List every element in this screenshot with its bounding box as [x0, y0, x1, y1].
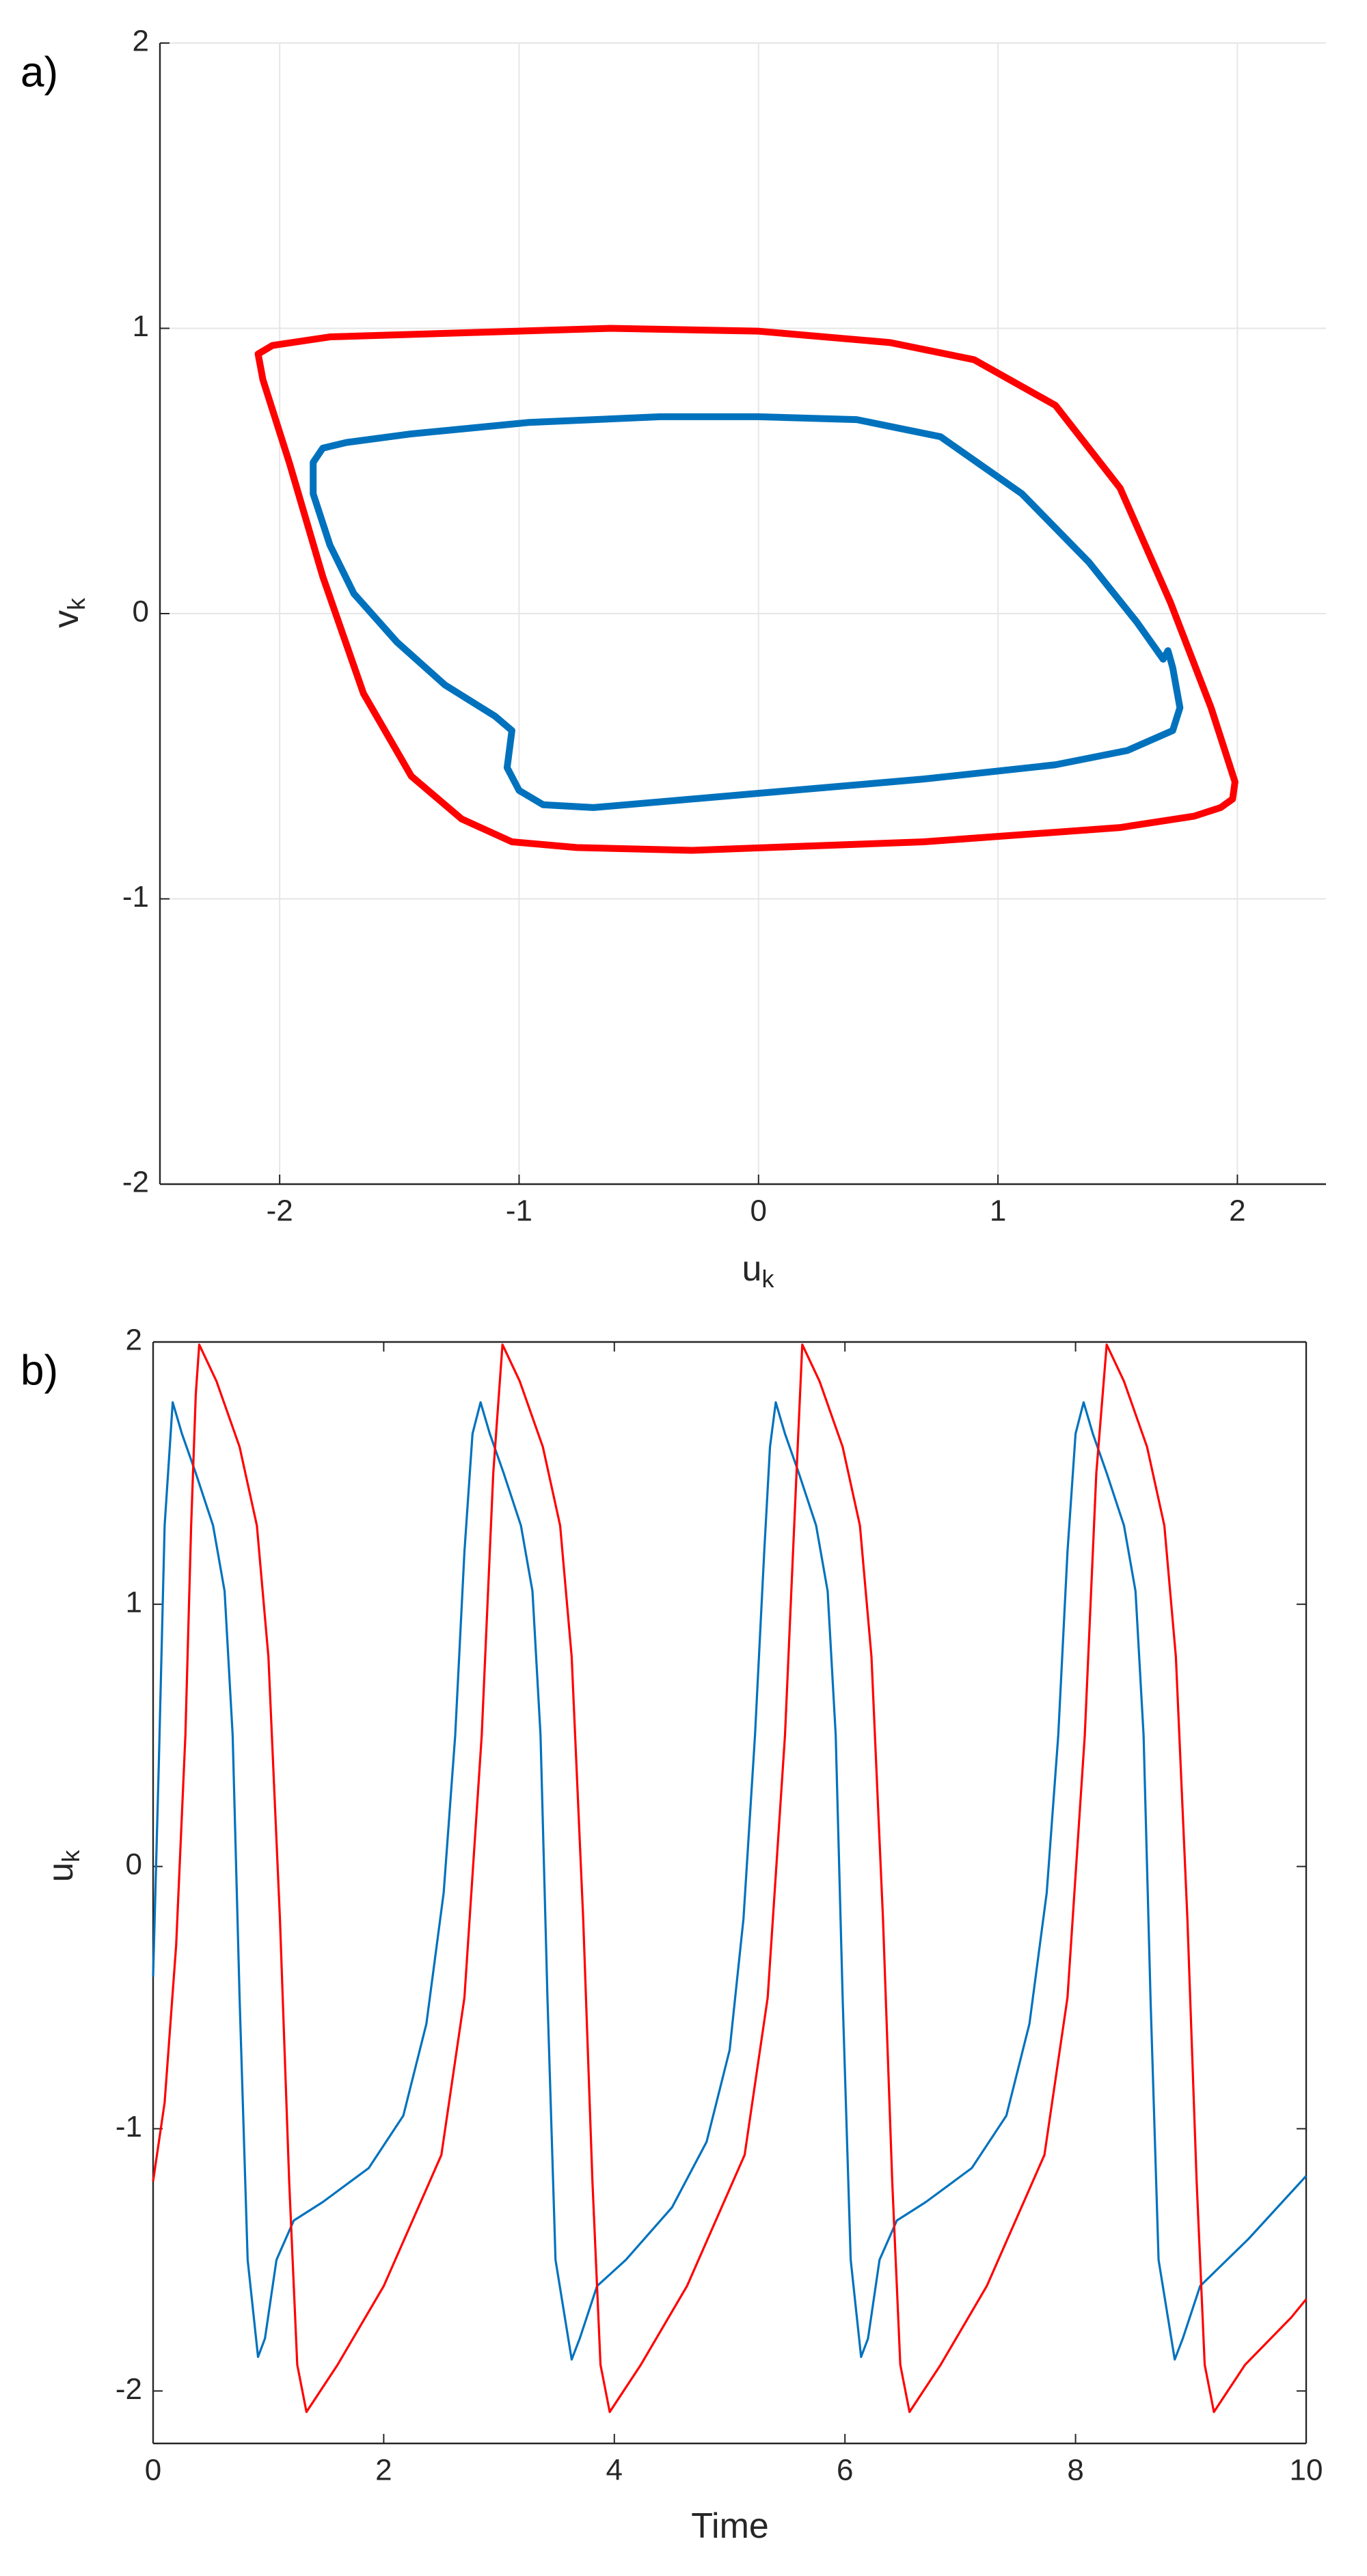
y-tick-label: 1	[133, 310, 149, 343]
axis-label-text: u	[742, 1249, 762, 1289]
y-tick-label: -2	[122, 1166, 149, 1199]
axis-label-subscript: k	[761, 1265, 774, 1293]
x-tick-label: 4	[606, 2454, 623, 2487]
y-tick-label: 2	[133, 25, 149, 58]
x-tick-label: -2	[267, 1194, 293, 1228]
x-tick-label: 2	[1229, 1194, 1245, 1228]
series-line	[152, 1343, 1308, 2413]
x-tick-label: 0	[750, 1194, 767, 1228]
x-tick-label: 10	[1290, 2454, 1323, 2487]
panel-label: a)	[21, 49, 58, 96]
x-tick-label: 8	[1067, 2454, 1083, 2487]
y-tick-label: -1	[116, 2110, 142, 2143]
panel-label: b)	[21, 1347, 58, 1394]
x-tick-label: 1	[990, 1194, 1006, 1228]
series-line	[152, 1401, 1308, 2361]
x-tick-label: 6	[837, 2454, 853, 2487]
y-tick-label: 1	[126, 1585, 142, 1619]
axis-label-subscript: k	[62, 597, 90, 610]
x-tick-label: 2	[375, 2454, 392, 2487]
axis-label-text: Time	[691, 2506, 769, 2546]
y-tick-label: -1	[122, 880, 149, 914]
series-line	[310, 413, 1184, 811]
axis-label-text: u	[41, 1863, 81, 1882]
y-tick-label: 2	[126, 1324, 142, 1357]
y-tick-label: 0	[133, 595, 149, 629]
x-tick-label: 0	[145, 2454, 161, 2487]
axis-label-text: v	[46, 610, 86, 628]
axis-label: uk	[742, 1249, 775, 1293]
series-line	[254, 325, 1239, 854]
axis-label: uk	[41, 1850, 85, 1882]
axis-label: vk	[46, 597, 90, 628]
y-tick-label: -2	[116, 2372, 142, 2406]
axis-label-subscript: k	[57, 1850, 85, 1863]
axis-label: Time	[691, 2506, 769, 2546]
x-tick-label: -1	[506, 1194, 532, 1228]
y-tick-label: 0	[126, 1848, 142, 1881]
